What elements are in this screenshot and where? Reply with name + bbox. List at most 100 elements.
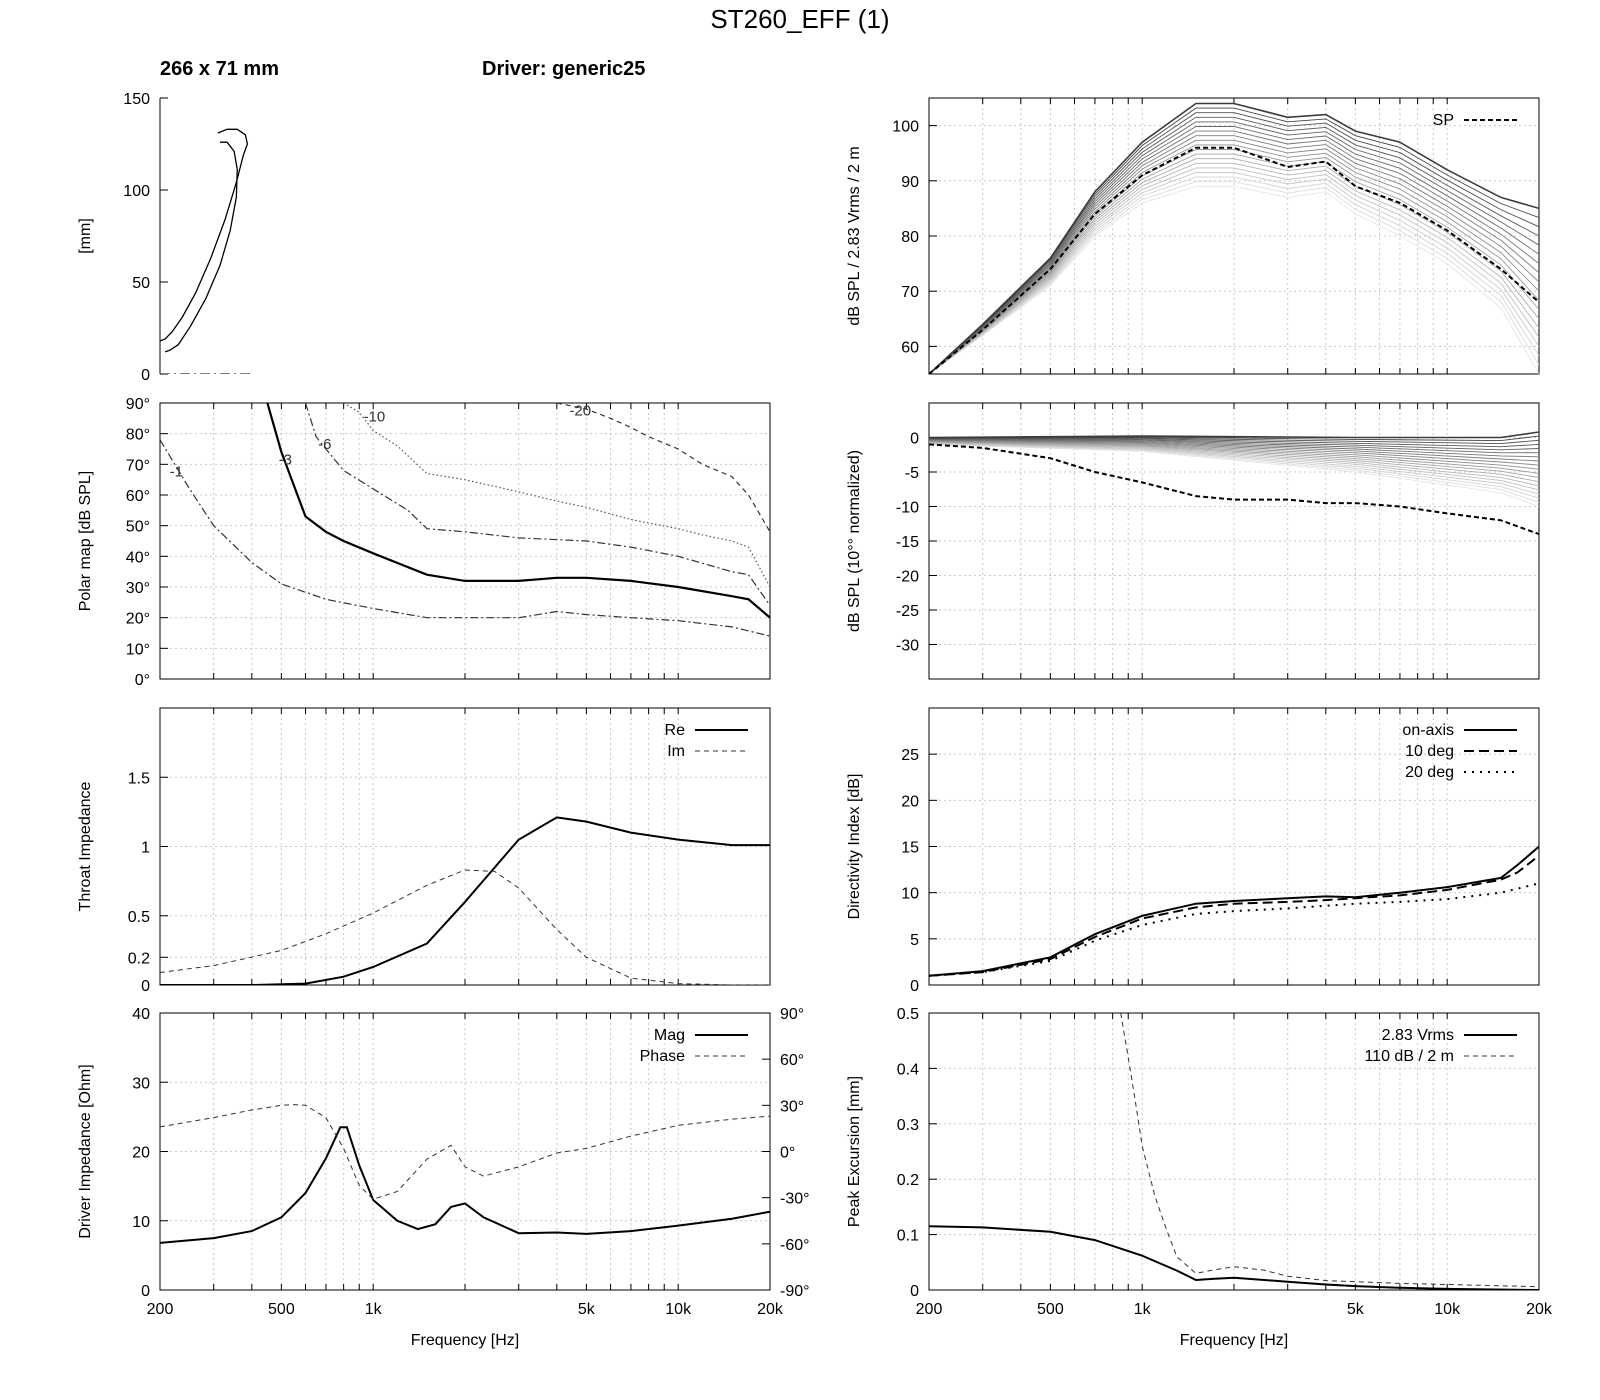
y-axis-label: Throat Impedance	[77, 781, 94, 911]
y-tick-label: -25	[896, 603, 919, 620]
y-axis-label: Directivity Index [dB]	[846, 774, 863, 920]
y-tick-label: 15	[901, 840, 919, 857]
y-tick-label: 0.3	[897, 1117, 919, 1134]
legend-label: SP	[1433, 112, 1454, 129]
throat-plot-area	[160, 816, 770, 985]
polar-response-line	[929, 441, 1539, 478]
y-tick-label: 10	[132, 1214, 150, 1231]
y-tick-label: 90°	[126, 396, 150, 413]
di-panel: 0 5 10 15 20 25 Directivity Index [dB] on-axis 1…	[846, 707, 1540, 995]
y2-tick-label: 30°	[780, 1098, 804, 1115]
y-axis-label: Driver Impedance [Ohm]	[77, 1064, 94, 1238]
legend-label: 2.83 Vrms	[1382, 1027, 1454, 1044]
polar-grid	[159, 402, 771, 680]
polar-response-line	[929, 130, 1539, 374]
y-tick-label: 80°	[126, 427, 150, 444]
x-tick-label: 20k	[757, 1301, 784, 1318]
polar-response-line	[929, 442, 1539, 495]
polar-response-line	[929, 438, 1539, 454]
y-tick-label: 100	[123, 183, 150, 200]
y-tick-label: 50°	[126, 519, 150, 536]
spl-panel: 60 70 80 90 100 dB SPL / 2.83 Vrms / 2 m SP	[846, 97, 1540, 375]
series-10-deg	[929, 854, 1539, 977]
y2-tick-label: 90°	[780, 1006, 804, 1023]
polar-response-line	[929, 116, 1539, 374]
horn-profile-inner	[164, 141, 238, 353]
y-tick-label: 30	[132, 1075, 150, 1092]
y-axis-label: dB SPL (10°° normalized)	[846, 450, 863, 632]
polar-response-line	[929, 135, 1539, 374]
polar-panel: 0° 10° 20° 30° 40° 50° 60° 70° 80° 90° Polar map […	[77, 396, 771, 689]
y-tick-label: 0	[910, 978, 919, 995]
sound-power-line	[929, 443, 1539, 536]
legend-label: 110 dB / 2 m	[1364, 1048, 1454, 1065]
polar-response-line	[929, 107, 1539, 374]
polar-response-line	[929, 162, 1539, 374]
plot-frame	[159, 707, 771, 986]
polar-response-line	[929, 102, 1539, 374]
horn-size-label: 266 x 71 mm	[160, 58, 279, 80]
norm-panel: -30 -25 -20 -15 -10 -5 0 dB SPL (10°° normalize…	[846, 402, 1540, 680]
contour-minus-3	[266, 403, 770, 619]
y-tick-label: 20	[132, 1145, 150, 1162]
y-tick-label: 1	[141, 840, 150, 857]
y-tick-label: 0.1	[897, 1228, 919, 1245]
contour-minus-6	[304, 403, 770, 606]
figure-title: ST260_EFF (1)	[710, 4, 889, 34]
polar-response-line	[929, 440, 1539, 466]
x-tick-label: 1k	[1134, 1301, 1152, 1318]
polar-response-line	[929, 172, 1539, 374]
contour-minus-10	[343, 403, 770, 588]
contour-label: -3	[279, 451, 292, 468]
y-tick-label: 0.2	[128, 950, 150, 967]
series-mag	[160, 1126, 770, 1244]
polar-response-line	[929, 126, 1539, 374]
y-tick-label: 0.5	[128, 909, 150, 926]
series-re	[160, 816, 770, 985]
y-axis-label: [mm]	[77, 218, 94, 254]
plot-frame	[928, 402, 1540, 680]
drvimp-panel: 0 10 20 30 40 -90° -60° -30° 0° 30° 60° 90° 200 500 1k…	[77, 1006, 810, 1349]
excursion-plot-area	[929, 1013, 1539, 1290]
x-tick-label: 500	[268, 1301, 295, 1318]
contour-minus-20	[556, 403, 770, 533]
y-tick-label: -20	[896, 569, 919, 586]
polar-response-line	[929, 438, 1539, 448]
polar-response-line	[929, 144, 1539, 374]
y-tick-label: 100	[892, 119, 919, 136]
y-tick-label: 10°	[126, 641, 150, 658]
y2-tick-label: 0°	[780, 1145, 795, 1162]
polar-response-line	[929, 176, 1539, 374]
y-axis-label: dB SPL / 2.83 Vrms / 2 m	[846, 146, 863, 325]
y-tick-label: 0.4	[897, 1061, 919, 1078]
x-tick-label: 200	[147, 1301, 174, 1318]
y-tick-label: 150	[123, 91, 150, 108]
y-tick-label: 5	[910, 932, 919, 949]
y-tick-label: 60	[901, 339, 919, 356]
polar-response-line	[929, 441, 1539, 483]
x-axis-label: Frequency [Hz]	[411, 1332, 519, 1349]
y-tick-label: 0	[141, 367, 150, 384]
y-tick-label: 30°	[126, 580, 150, 597]
throat-legend: Re Im	[665, 722, 748, 760]
legend-label: 10 deg	[1405, 743, 1454, 760]
norm-plot-area	[929, 431, 1539, 536]
x-tick-label: 5k	[578, 1301, 596, 1318]
polar-response-line	[929, 185, 1539, 374]
y-tick-label: 0.5	[897, 1006, 919, 1023]
series-2-83-vrms	[929, 1225, 1539, 1290]
contour-minus-1	[160, 439, 770, 637]
spl-grid	[928, 98, 1540, 374]
profile-panel: 0 50 100 150 [mm]	[77, 91, 252, 384]
series-phase	[160, 1104, 770, 1200]
x-axis-label: Frequency [Hz]	[1180, 1332, 1288, 1349]
y-tick-label: 25	[901, 747, 919, 764]
y2-tick-label: 60°	[780, 1052, 804, 1069]
y-tick-label: 0	[910, 1283, 919, 1300]
y-tick-label: 0°	[135, 672, 150, 689]
x-tick-label: 10k	[665, 1301, 692, 1318]
series-im	[160, 869, 770, 985]
polar-response-line	[929, 443, 1539, 503]
di-plot-area	[929, 845, 1539, 977]
polar-response-line	[929, 112, 1539, 374]
